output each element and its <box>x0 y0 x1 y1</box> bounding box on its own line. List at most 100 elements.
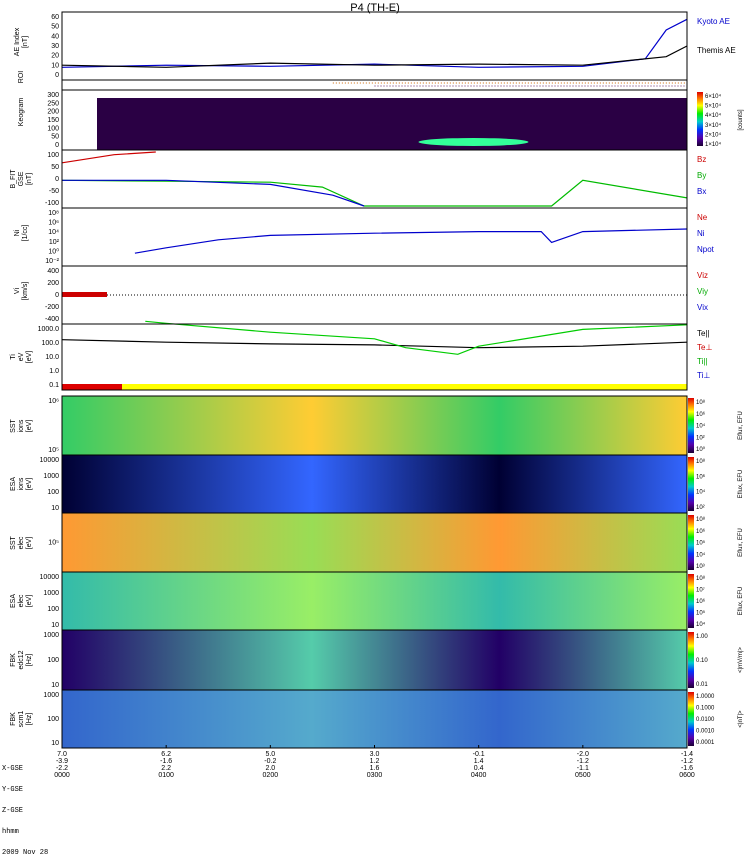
colorbar-tick: 5×10⁴ <box>705 103 722 110</box>
keogram-ylabel: Keogram <box>18 97 25 127</box>
y-tick-label: 100 <box>47 606 59 613</box>
colorbar-tick: 10⁷ <box>696 587 705 594</box>
colorbar-tick: 10³ <box>696 564 705 570</box>
y-tick-label: 10 <box>51 740 59 747</box>
colorbar-tick: 0.0100 <box>696 717 715 723</box>
ni-ylabel: Ni [1/cc] <box>14 224 29 242</box>
y-tick-label: 100 <box>47 125 59 132</box>
fbk2-colorbar <box>688 692 694 746</box>
colorbar-tick: 1.0000 <box>696 694 715 700</box>
legend-entry: Kyoto AE <box>697 17 730 26</box>
x-tick-label: 0500 <box>575 772 591 779</box>
colorbar-tick: 10⁴ <box>696 489 706 496</box>
ni-frame <box>61 207 688 267</box>
y-tick-label: 10⁶ <box>48 220 59 227</box>
esa_i-spectrogram <box>62 455 687 513</box>
y-tick-label: 1.0 <box>49 368 59 375</box>
esa_e-ylabel: ESA elec [eV] <box>10 594 33 609</box>
x-tick-label: 1.6 <box>370 765 380 772</box>
x-tick-label: 6.2 <box>161 751 171 758</box>
x-tick-label: 1.4 <box>474 758 484 765</box>
hhmm-label: hhmm <box>2 828 19 836</box>
y-tick-label: 20 <box>51 53 59 60</box>
x-tick-label: -2.0 <box>577 751 589 758</box>
legend-entry: By <box>697 171 706 180</box>
colorbar-tick: 0.1000 <box>696 706 715 712</box>
x-tick-label: -1.4 <box>681 751 693 758</box>
colorbar-tick: 10⁸ <box>696 516 706 523</box>
x-tick-label: -0.1 <box>473 751 485 758</box>
colorbar-unit: Eflux, EFU <box>738 528 744 557</box>
series-themisae <box>61 45 688 68</box>
colorbar-tick: 0.0010 <box>696 729 715 735</box>
x-tick-label: 2.0 <box>265 765 275 772</box>
fbk1-spectrogram <box>62 630 687 690</box>
y-tick-label: 0 <box>55 292 59 299</box>
series-te <box>61 339 688 349</box>
colorbar-tick: 1×10⁴ <box>705 141 722 148</box>
fbk2-ylabel: FBK scm1 [Hz] <box>10 710 33 728</box>
colorbar-unit: Eflux, EFU <box>738 587 744 616</box>
colorbar-unit: <|mV/m|> <box>738 647 744 673</box>
colorbar-unit: <|nT|> <box>738 710 744 728</box>
keogram-brightening <box>418 138 529 146</box>
fbk2-spectrogram <box>62 690 687 748</box>
esa_i-ylabel: ESA ions [eV] <box>10 477 33 492</box>
y-tick-label: 10 <box>51 62 59 69</box>
x-tick-label: -1.1 <box>577 765 589 772</box>
legend-entry: Ti⊥ <box>697 371 710 380</box>
y-tick-label: 200 <box>47 109 59 116</box>
x-tick-label: -1.2 <box>577 758 589 765</box>
fbk1-colorbar <box>688 632 694 688</box>
colorbar-tick: 10⁸ <box>696 399 706 406</box>
sst_i-colorbar <box>688 398 694 453</box>
x-tick-label: -3.9 <box>56 758 68 765</box>
sst_i-spectrogram <box>62 396 687 455</box>
fbk1-ylabel: FBK edc12 [Hz] <box>10 650 33 670</box>
legend-entry: Ti|| <box>697 357 708 366</box>
colorbar-tick: 4×10⁴ <box>705 112 722 119</box>
x-tick-label: 0100 <box>158 772 174 779</box>
x-tick-label: 1.2 <box>370 758 380 765</box>
colorbar-tick: 10⁰ <box>696 446 706 453</box>
legend-entry: Themis AE <box>697 46 736 55</box>
y-tick-label: 40 <box>51 33 59 40</box>
y-tick-label: 0 <box>55 142 59 149</box>
colorbar-tick: 1.00 <box>696 634 708 640</box>
y-tick-label: 300 <box>47 92 59 99</box>
y-tick-label: 10 <box>51 505 59 512</box>
series-bz <box>61 151 156 164</box>
x-tick-label: -1.2 <box>681 758 693 765</box>
y-tick-label: 100 <box>47 489 59 496</box>
x-tick-label: 0300 <box>367 772 383 779</box>
ae-frame <box>61 11 688 81</box>
colorbar-tick: 2×10⁴ <box>705 131 722 138</box>
colorbar-tick: 10⁴ <box>696 423 706 430</box>
x-tick-label: -0.2 <box>264 758 276 765</box>
bfit-ylabel: B_FIT GSE [nT] <box>10 169 33 189</box>
x-tick-label: 2.2 <box>161 765 171 772</box>
vi-ylabel: Vi [km/s] <box>14 281 29 301</box>
y-gse-label: Y-GSE <box>2 786 24 794</box>
x-gse-label: X-GSE <box>2 765 24 773</box>
y-tick-label: 30 <box>51 43 59 50</box>
y-tick-label: 100 <box>47 716 59 723</box>
y-tick-label: 1000 <box>43 473 59 480</box>
roi-frame <box>61 79 688 91</box>
legend-entry: Viy <box>697 287 708 296</box>
ti-frame <box>61 323 688 391</box>
y-tick-label: 100 <box>47 152 59 159</box>
z-gse-label: Z-GSE <box>2 807 24 815</box>
colorbar-tick: 10⁴ <box>696 621 706 628</box>
x-tick-label: 0600 <box>679 772 695 779</box>
series-bx <box>62 179 365 207</box>
colorbar-tick: 10⁶ <box>696 528 706 535</box>
y-tick-label: 0.1 <box>49 382 59 389</box>
y-tick-label: 1000 <box>43 590 59 597</box>
keogram-colorbar <box>697 92 703 146</box>
legend-entry: Bx <box>697 187 706 196</box>
legend-entry: Viz <box>697 271 708 280</box>
y-tick-label: 1000.0 <box>38 326 60 333</box>
y-tick-label: 10⁴ <box>48 229 59 236</box>
